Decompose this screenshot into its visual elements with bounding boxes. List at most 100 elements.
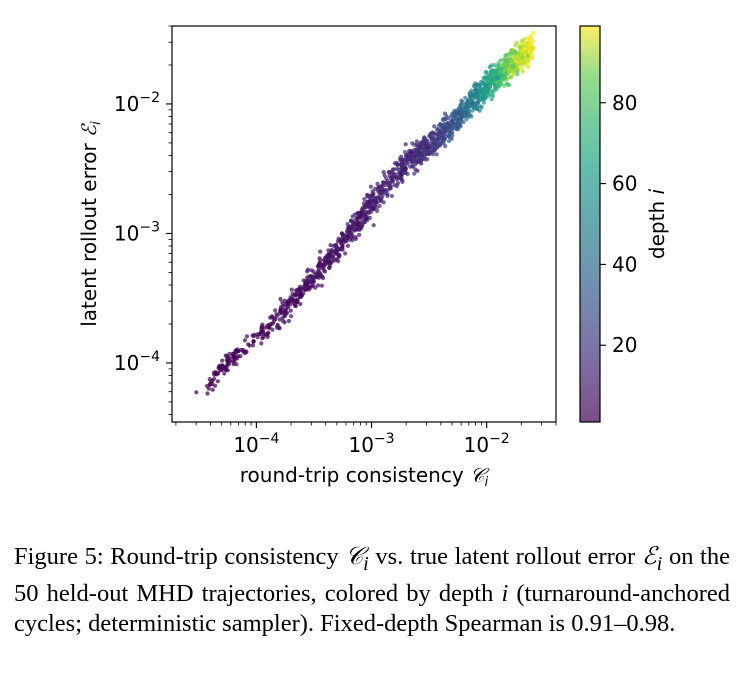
caption-mid1: vs. true latent rollout error [368, 543, 642, 570]
scatter-point [506, 68, 511, 73]
scatter-point [273, 308, 278, 313]
scatter-point [359, 216, 364, 221]
scatter-point [471, 83, 476, 89]
scatter-point [525, 36, 530, 41]
scatter-point [309, 268, 314, 273]
scatter-point [421, 155, 426, 161]
scatter-point [347, 226, 352, 231]
scatter-point [494, 80, 499, 85]
scatter-point [298, 294, 304, 299]
scatter-point [349, 235, 354, 240]
x-tick-label: 10−2 [464, 431, 510, 457]
scatter-point [410, 141, 415, 146]
scatter-point [333, 248, 338, 254]
scatter-point [404, 160, 409, 166]
scatter-point [392, 161, 397, 166]
x-axis-ticks: 10−4 10−3 10−2 [175, 422, 557, 457]
scatter-point [269, 321, 274, 327]
scatter-point [462, 113, 467, 118]
x-axis-label-subscript: i [485, 475, 489, 490]
scatter-point [499, 82, 504, 87]
colorbar-tick-label: 20 [612, 333, 637, 357]
scatter-point [487, 65, 492, 70]
scatter-point [216, 364, 221, 369]
scatter-point [452, 112, 457, 117]
scatter-point [305, 275, 310, 280]
scatter-point [226, 356, 231, 361]
scatter-point [489, 97, 494, 102]
scatter-point [322, 269, 328, 274]
scatter-point [220, 363, 225, 368]
scatter-point [448, 114, 454, 119]
scatter-point [362, 213, 368, 218]
scatter-point [231, 353, 236, 358]
scatter-point [242, 338, 247, 343]
caption-end: . [669, 609, 676, 637]
scatter-point [403, 142, 408, 147]
scatter-point [484, 69, 489, 75]
scatter-point [523, 41, 528, 46]
caption-c-sub: i [363, 552, 369, 575]
scatter-point [506, 54, 511, 59]
scatter-point [419, 161, 424, 166]
scatter-point [497, 70, 503, 75]
scatter-point [513, 59, 519, 64]
scatter-point [330, 255, 335, 260]
scatter-point [428, 141, 433, 146]
scatter-point [345, 222, 350, 227]
caption-prefix: Figure 5: Round-trip consistency [14, 543, 346, 570]
scatter-point [359, 210, 364, 215]
scatter-point [459, 109, 464, 114]
scatter-point [385, 191, 390, 197]
scatter-point [487, 79, 492, 84]
y-tick-label: 10−4 [114, 349, 160, 375]
scatter-point [461, 120, 466, 125]
scatter-point [501, 57, 506, 63]
scatter-point [421, 136, 426, 142]
scatter-point [476, 100, 481, 105]
scatter-point [447, 123, 452, 128]
scatter-point [424, 142, 429, 147]
scatter-point [422, 146, 427, 151]
scatter-point [383, 176, 389, 181]
scatter-point [374, 195, 379, 200]
scatter-point [524, 57, 529, 62]
scatter-point [459, 102, 464, 107]
scatter-point [330, 259, 335, 264]
scatter-point [386, 181, 391, 186]
scatter-point [377, 185, 382, 190]
scatter-point [396, 167, 401, 172]
scatter-point [278, 296, 283, 302]
scatter-point [381, 170, 386, 175]
colorbar-label: depth i [645, 188, 669, 259]
scatter-point [345, 230, 350, 235]
scatter-point [466, 97, 471, 102]
scatter-point [205, 391, 210, 396]
scatter-point [231, 362, 236, 367]
caption-e-symbol: ℰ [641, 543, 657, 570]
scatter-point [482, 86, 487, 91]
caption-i-symbol: i [501, 579, 509, 607]
scatter-point [322, 259, 328, 265]
y-axis-label-symbol: ℰ [77, 123, 101, 137]
scatter-point [432, 147, 437, 152]
scatter-point [343, 251, 348, 256]
scatter-point [289, 314, 294, 319]
scatter-point [375, 181, 380, 186]
scatter-point [356, 222, 361, 227]
scatter-point [353, 226, 358, 231]
scatter-point [493, 70, 498, 75]
scatter-point [370, 193, 376, 198]
colorbar-tick-label: 80 [612, 91, 637, 115]
scatter-point [470, 99, 475, 104]
scatter-point [449, 118, 454, 123]
scatter-point [526, 64, 531, 69]
scatter-point [480, 80, 485, 85]
scatter-point [493, 85, 498, 90]
scatter-point [259, 324, 265, 329]
caption-e-sub: i [656, 552, 663, 575]
scatter-point [467, 90, 472, 95]
scatter-point [339, 231, 345, 236]
scatter-point [266, 330, 271, 335]
plot-frame [171, 25, 557, 423]
